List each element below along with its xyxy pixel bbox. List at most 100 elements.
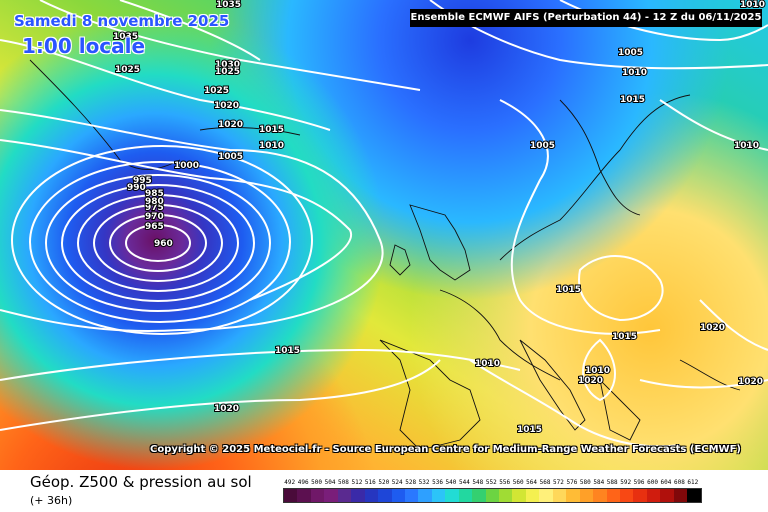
isobar-label: 970 (145, 212, 164, 222)
scale-label: 508 (338, 479, 349, 486)
scale-swatch (284, 489, 298, 502)
isobar-label: 1015 (259, 125, 284, 135)
isobar-label: 1010 (259, 141, 284, 151)
scale-label: 608 (673, 479, 685, 486)
scale-swatch (566, 489, 580, 502)
isobar-label: 1005 (618, 48, 643, 58)
scale-label: 580 (579, 479, 591, 486)
scale-swatch (673, 489, 688, 502)
isobar-label: 1005 (530, 141, 555, 151)
isobar-label: 1020 (738, 377, 763, 387)
low-center-label: 960 (154, 239, 173, 249)
coastlines (29, 59, 741, 451)
scale-label: 532 (418, 479, 430, 486)
isobar-label: 1030 (215, 60, 240, 70)
color-scale: 492 496 500 504 508 512 516 520 524 528 532 536 540 5… (283, 479, 702, 503)
isobar-label: 1015 (612, 332, 637, 342)
scale-label: 492 (284, 479, 296, 486)
isobar-label: 1015 (517, 425, 542, 435)
legend-subtitle: (+ 36h) (30, 494, 73, 507)
isobar-label: 1020 (218, 120, 243, 130)
scale-swatch (351, 489, 365, 502)
isobar-label: 1035 (216, 0, 241, 10)
scale-swatch (539, 489, 553, 502)
isobar-label: 1020 (214, 404, 239, 414)
scale-swatch (404, 489, 419, 502)
scale-swatch (472, 489, 486, 502)
scale-label: 544 (458, 479, 470, 486)
scale-label: 512 (351, 479, 363, 486)
scale-swatch (499, 489, 513, 502)
scale-label: 536 (432, 479, 443, 486)
scale-label: 516 (364, 479, 376, 486)
isobar-label: 1005 (218, 152, 243, 162)
scale-swatch (324, 489, 338, 502)
isobar-label: 1010 (734, 141, 759, 151)
scale-swatches (283, 488, 702, 503)
scale-label: 596 (633, 479, 645, 486)
scale-label: 588 (606, 479, 618, 486)
scale-label: 584 (593, 479, 605, 486)
scale-swatch (606, 489, 620, 502)
scale-swatch (660, 489, 674, 502)
scale-label: 500 (311, 479, 323, 486)
scale-swatch (512, 489, 526, 502)
scale-label: 504 (324, 479, 336, 486)
isobar-label: 1010 (475, 359, 500, 369)
isobar-label: 990 (127, 183, 146, 193)
weather-map: 960 965 970 975 980 985 990 995 1000 100… (0, 0, 768, 470)
isobar-label: 1015 (620, 95, 645, 105)
isobar-label: 1015 (556, 285, 581, 295)
scale-label: 560 (512, 479, 524, 486)
scale-label: 572 (553, 479, 564, 486)
scale-swatch (458, 489, 473, 502)
isobar-label: 1025 (215, 67, 240, 77)
scale-label: 604 (660, 479, 672, 486)
scale-swatch (391, 489, 405, 502)
scale-label: 548 (472, 479, 484, 486)
isobar-label: 965 (145, 222, 164, 232)
scale-label: 496 (297, 479, 309, 486)
isobar-label: 1020 (578, 376, 603, 386)
scale-label: 524 (391, 479, 403, 486)
isobar-label: 975 (145, 203, 164, 213)
isobar-label: 985 (145, 189, 164, 199)
scale-label: 576 (566, 479, 578, 486)
local-time: 1:00 locale (22, 34, 146, 58)
scale-label: 568 (539, 479, 551, 486)
scale-label: 528 (405, 479, 417, 486)
isobar-label: 1015 (275, 346, 300, 356)
isobar-label: 1035 (113, 32, 138, 42)
scale-label: 564 (526, 479, 538, 486)
scale-swatch (525, 489, 540, 502)
scale-swatch (431, 489, 446, 502)
isobar-label: 1020 (700, 323, 725, 333)
scale-swatch (687, 489, 701, 502)
legend-footer: Géop. Z500 & pression au sol (+ 36h) 492… (0, 470, 768, 512)
isobar-label-group: 960 965 970 975 980 985 990 995 1000 100… (112, 0, 766, 415)
isobar-label: 1010 (622, 68, 647, 78)
isobar-label: 1010 (585, 366, 610, 376)
scale-swatch (579, 489, 594, 502)
scale-swatch (378, 489, 392, 502)
scale-swatch (593, 489, 607, 502)
isobar-label: 980 (145, 197, 164, 207)
scale-label: 556 (499, 479, 511, 486)
isobar-label: 1025 (115, 65, 140, 75)
scale-swatch (337, 489, 352, 502)
map-canvas: 960 965 970 975 980 985 990 995 1000 100… (0, 0, 768, 470)
isobar-label: 1025 (204, 86, 229, 96)
legend-title: Géop. Z500 & pression au sol (30, 473, 252, 491)
isobar-label: 1000 (174, 161, 199, 171)
scale-label: 552 (485, 479, 497, 486)
scale-label: 592 (620, 479, 632, 486)
scale-label: 600 (647, 479, 658, 486)
scale-label: 612 (687, 479, 699, 486)
scale-swatch (310, 489, 325, 502)
scale-swatch (364, 489, 379, 502)
scale-swatch (646, 489, 661, 502)
isobar-label: 995 (133, 176, 152, 186)
scale-swatch (445, 489, 459, 502)
scale-swatch (418, 489, 432, 502)
scale-label: 520 (378, 479, 390, 486)
